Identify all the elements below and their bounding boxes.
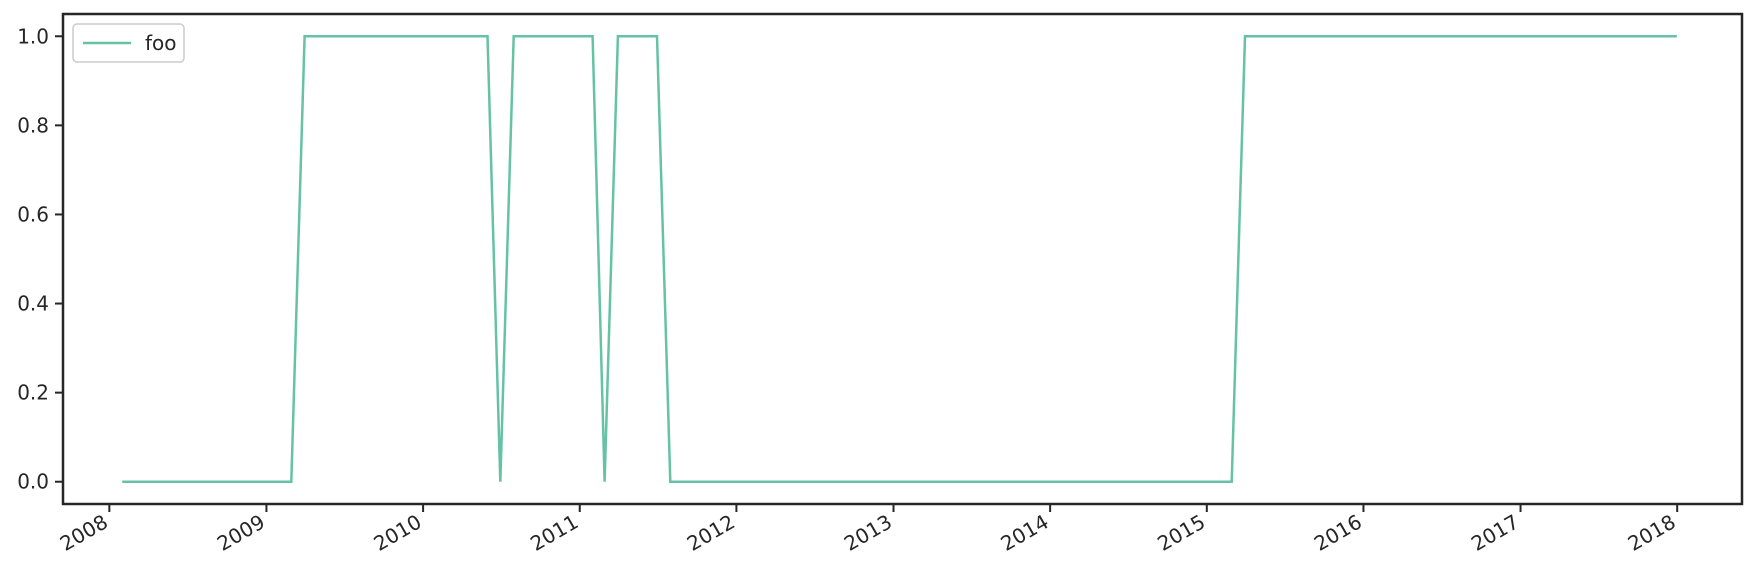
y-tick-label: 0.8 [17, 113, 49, 137]
y-axis: 0.0 0.2 0.4 0.6 0.8 1.0 [17, 24, 63, 494]
y-tick-label: 1.0 [17, 24, 49, 48]
y-tick-label: 0.2 [17, 381, 49, 405]
legend-label: foo [145, 31, 177, 55]
legend: foo [72, 23, 185, 63]
series-layer [122, 35, 1677, 483]
series-line-foo [122, 35, 1677, 483]
y-tick-label: 0.6 [17, 202, 49, 226]
y-tick-label: 0.4 [17, 292, 49, 316]
y-tick-label: 0.0 [17, 470, 49, 494]
plot-frame [61, 12, 1744, 506]
